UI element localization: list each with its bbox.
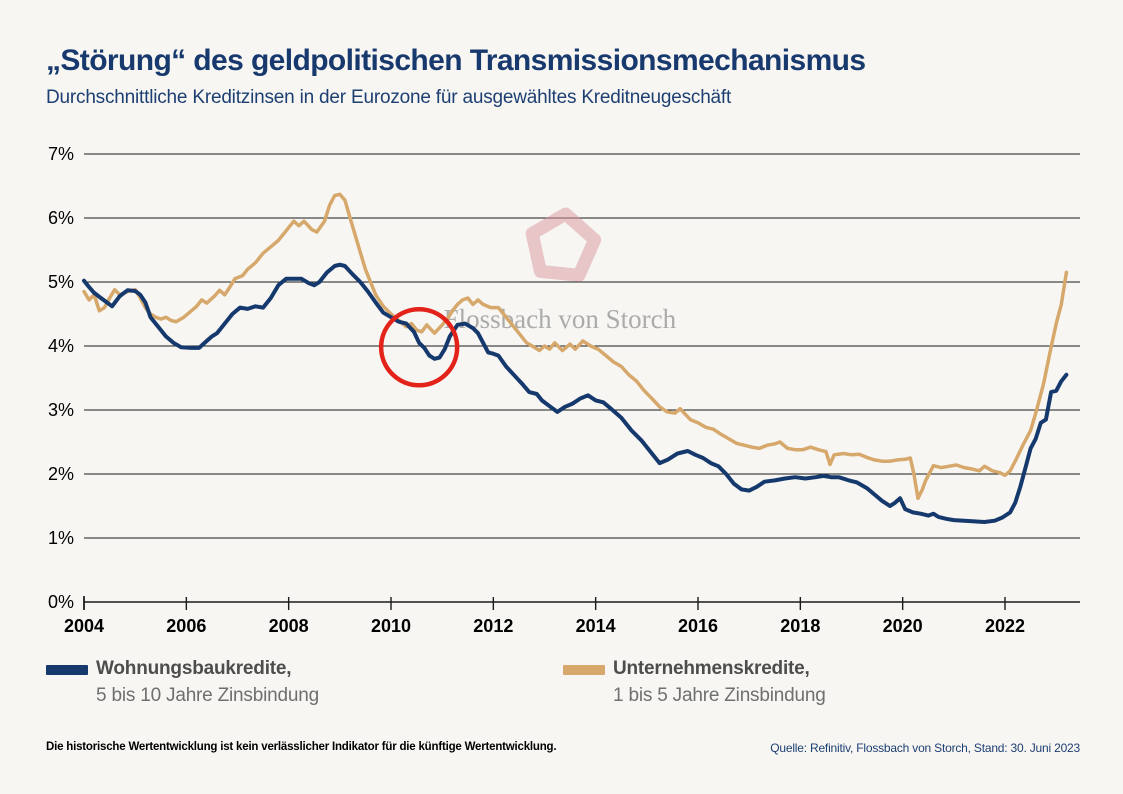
y-axis-label: 2%: [48, 464, 74, 484]
legend-sublabel: 1 bis 5 Jahre Zinsbindung: [613, 685, 826, 706]
source-text: Quelle: Refinitiv, Flossbach von Storch,…: [770, 741, 1080, 755]
legend-swatch-tan: [563, 665, 605, 675]
x-axis-label: 2012: [473, 616, 513, 636]
flossbach-text-watermark: Flossbach von Storch: [444, 304, 677, 334]
legend-sublabel: 5 bis 10 Jahre Zinsbindung: [96, 685, 319, 706]
line-chart: 0% 1% 2% 3% 4% 5% 6% 7% 2004 2006 2008 2010 2012 2014…: [48, 144, 1080, 636]
x-axis-label: 2022: [985, 616, 1025, 636]
legend-label: Wohnungsbaukredite,: [96, 658, 292, 679]
y-axis-label: 7%: [48, 144, 74, 164]
page-subtitle: Durchschnittliche Kreditzinsen in der Eu…: [46, 87, 732, 108]
chart-header: „Störung“ des geldpolitischen Transmissi…: [46, 44, 1086, 109]
x-axis-label: 2018: [780, 616, 820, 636]
y-axis-label: 5%: [48, 272, 74, 292]
legend-swatch-blue: [46, 665, 88, 675]
y-axis-label: 6%: [48, 208, 74, 228]
series-line-unternehmenskredite: [82, 192, 1069, 501]
y-axis-label: 0%: [48, 592, 74, 612]
x-axis-label: 2004: [64, 616, 104, 636]
page-title: „Störung“ des geldpolitischen Transmissi…: [46, 44, 866, 77]
legend-item-unternehmenskredite: Unternehmenskredite, 1 bis 5 Jahre Zinsb…: [563, 658, 826, 707]
disclaimer-text: Die historische Wertentwicklung ist kein…: [46, 741, 557, 753]
legend-label: Unternehmenskredite,: [613, 658, 810, 679]
red-circle-annotation: [378, 307, 460, 388]
y-axis-label: 4%: [48, 336, 74, 356]
x-axis-label: 2006: [166, 616, 206, 636]
x-axis-label: 2016: [678, 616, 718, 636]
x-axis-label: 2014: [576, 616, 616, 636]
x-axis-label: 2008: [269, 616, 309, 636]
y-axis-label: 1%: [48, 528, 74, 548]
chart-legend: Wohnungsbaukredite, 5 bis 10 Jahre Zinsb…: [0, 658, 1123, 728]
series-line-wohnungsbaukredite: [82, 262, 1069, 524]
x-axis-label: 2020: [883, 616, 923, 636]
x-axis-label: 2010: [371, 616, 411, 636]
legend-item-wohnungsbaukredite: Wohnungsbaukredite, 5 bis 10 Jahre Zinsb…: [46, 658, 319, 707]
y-axis-label: 3%: [48, 400, 74, 420]
flossbach-pentagon-logo-watermark: [525, 207, 602, 282]
